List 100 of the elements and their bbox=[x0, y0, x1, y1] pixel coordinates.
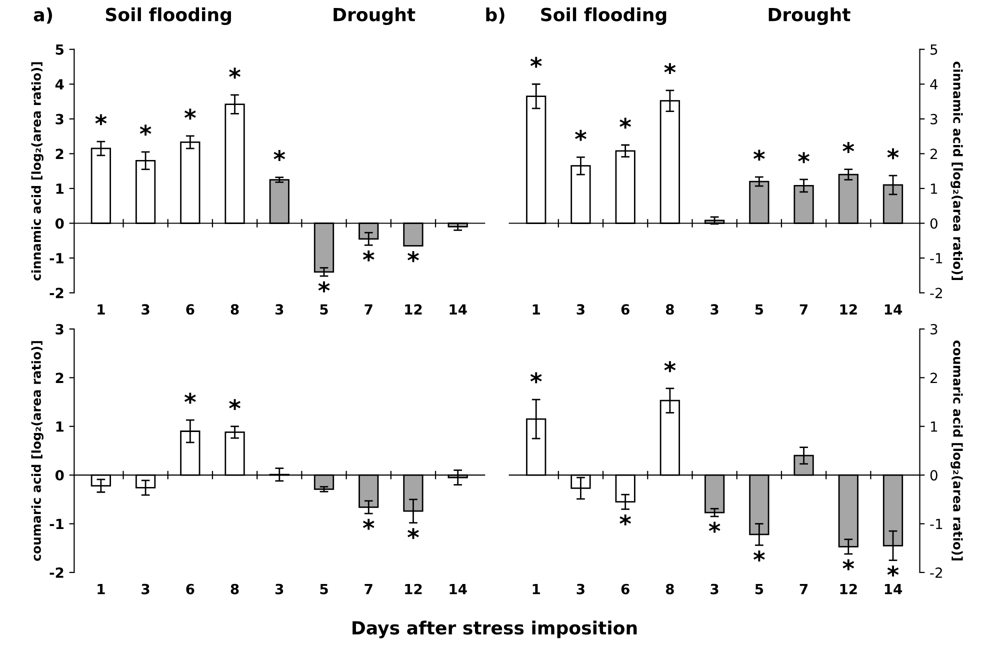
y2-tick-label: 5 bbox=[930, 44, 938, 55]
y-tick-label: -2 bbox=[50, 288, 64, 298]
y-tick-label: 3 bbox=[56, 114, 64, 124]
x-tick-label: 7 bbox=[800, 584, 808, 594]
data-label: * bbox=[887, 148, 899, 160]
chart-title: a) bbox=[34, 8, 52, 24]
x-tick-label: 7 bbox=[800, 304, 808, 314]
x-tick-label: 14 bbox=[884, 304, 902, 314]
x-tick-label: 1 bbox=[532, 304, 540, 314]
y2-tick-label: 1 bbox=[931, 422, 938, 432]
data-label: * bbox=[184, 392, 196, 404]
x-tick-label: 1 bbox=[98, 304, 105, 314]
y2-tick-label: -2 bbox=[930, 567, 942, 578]
data-label: * bbox=[140, 124, 152, 136]
data-label: * bbox=[229, 68, 240, 79]
text: Soil flooding bbox=[106, 7, 231, 26]
data-label: * bbox=[753, 150, 765, 161]
x-axis-title: Days after stress imposition bbox=[352, 620, 637, 638]
x-tick-label: 3 bbox=[576, 584, 584, 594]
data-label: * bbox=[362, 518, 374, 530]
x-tick-label: 1 bbox=[532, 584, 540, 594]
x-tick-label: 6 bbox=[186, 584, 194, 594]
data-label: * bbox=[753, 550, 765, 562]
y2-tick-label: 0 bbox=[930, 218, 938, 229]
y-tick-label: 0 bbox=[55, 470, 64, 481]
x-tick-label: 5 bbox=[320, 304, 328, 315]
x-tick-label: 6 bbox=[621, 584, 630, 594]
y2-axis-title: cinnamic acid [log₂(area ratio)] bbox=[950, 62, 963, 280]
text: Drought bbox=[334, 7, 416, 26]
y2-tick-label: 3 bbox=[930, 114, 938, 124]
chart-title: b) bbox=[486, 8, 504, 24]
x-tick-label: 12 bbox=[840, 304, 857, 314]
data-label: * bbox=[362, 250, 374, 262]
y-tick-label: 1 bbox=[56, 422, 64, 432]
x-tick-label: 8 bbox=[230, 304, 239, 315]
y-tick-label: -1 bbox=[50, 518, 64, 530]
x-tick-label: 7 bbox=[364, 584, 372, 594]
y2-tick-label: 0 bbox=[930, 470, 938, 481]
x-tick-label: 8 bbox=[666, 584, 674, 594]
x-tick-label: 12 bbox=[840, 584, 857, 594]
y-tick-label: 1 bbox=[56, 184, 64, 194]
y-axis-title: cinnamic acid [log₂(area ratio)] bbox=[31, 62, 44, 280]
x-tick-label: 5 bbox=[755, 584, 764, 594]
text: Soil flooding bbox=[541, 7, 666, 26]
x-tick-label: 6 bbox=[186, 304, 194, 315]
data-label: * bbox=[95, 114, 107, 126]
x-tick-label: 5 bbox=[755, 304, 764, 315]
text: Drought bbox=[768, 7, 850, 26]
data-label: * bbox=[575, 130, 586, 141]
y-tick-label: 2 bbox=[56, 148, 64, 159]
y-axis-title: coumaric acid [log₂(area ratio)] bbox=[31, 341, 44, 561]
x-tick-label: 6 bbox=[621, 304, 630, 315]
x-tick-label: 14 bbox=[450, 304, 467, 314]
x-tick-label: 3 bbox=[142, 584, 150, 594]
x-tick-label: 14 bbox=[884, 584, 902, 594]
data-label: * bbox=[408, 251, 419, 262]
x-tick-label: 3 bbox=[275, 304, 284, 315]
x-tick-label: 12 bbox=[405, 304, 422, 314]
data-label: * bbox=[708, 522, 720, 533]
x-tick-label: 12 bbox=[405, 584, 422, 594]
x-tick-label: 8 bbox=[666, 304, 674, 315]
y-tick-label: 2 bbox=[56, 372, 64, 383]
data-label: * bbox=[664, 361, 676, 372]
data-label: * bbox=[408, 528, 419, 540]
y2-tick-label: 2 bbox=[930, 148, 937, 159]
y-tick-label: 3 bbox=[56, 324, 64, 334]
y-tick-label: 5 bbox=[56, 44, 64, 55]
x-tick-label: 1 bbox=[98, 584, 105, 594]
y-tick-label: 0 bbox=[55, 218, 64, 229]
data-label: * bbox=[664, 63, 676, 74]
y-tick-label: 4 bbox=[55, 79, 64, 90]
y2-axis-title: coumaric acid [log₂(area ratio)] bbox=[950, 340, 963, 560]
data-label: * bbox=[184, 108, 196, 120]
data-label: * bbox=[229, 399, 240, 410]
data-label: * bbox=[842, 142, 854, 153]
y2-tick-label: 1 bbox=[931, 184, 938, 194]
data-label: * bbox=[530, 56, 542, 68]
x-tick-label: 3 bbox=[710, 304, 718, 315]
data-label: * bbox=[620, 118, 632, 129]
y2-tick-label: -1 bbox=[930, 253, 942, 264]
y2-tick-label: -2 bbox=[930, 288, 942, 298]
y-tick-label: -1 bbox=[50, 253, 64, 264]
data-label: * bbox=[620, 514, 632, 526]
x-tick-label: 3 bbox=[576, 304, 584, 315]
x-tick-label: 8 bbox=[230, 584, 239, 594]
y2-tick-label: 2 bbox=[930, 372, 937, 383]
y2-tick-label: 3 bbox=[930, 324, 938, 334]
x-tick-label: 3 bbox=[142, 304, 150, 315]
x-tick-label: 14 bbox=[450, 584, 467, 594]
data-label: * bbox=[887, 566, 899, 577]
data-label: * bbox=[274, 150, 286, 161]
x-tick-label: 3 bbox=[275, 584, 284, 594]
data-label: * bbox=[798, 152, 810, 164]
data-label: * bbox=[842, 559, 854, 570]
y-tick-label: -2 bbox=[50, 567, 64, 578]
x-tick-label: 3 bbox=[710, 584, 718, 594]
y2-tick-label: 4 bbox=[930, 79, 938, 90]
y2-tick-label: -1 bbox=[930, 518, 942, 530]
x-tick-label: 5 bbox=[320, 584, 328, 594]
data-label: * bbox=[318, 281, 330, 292]
